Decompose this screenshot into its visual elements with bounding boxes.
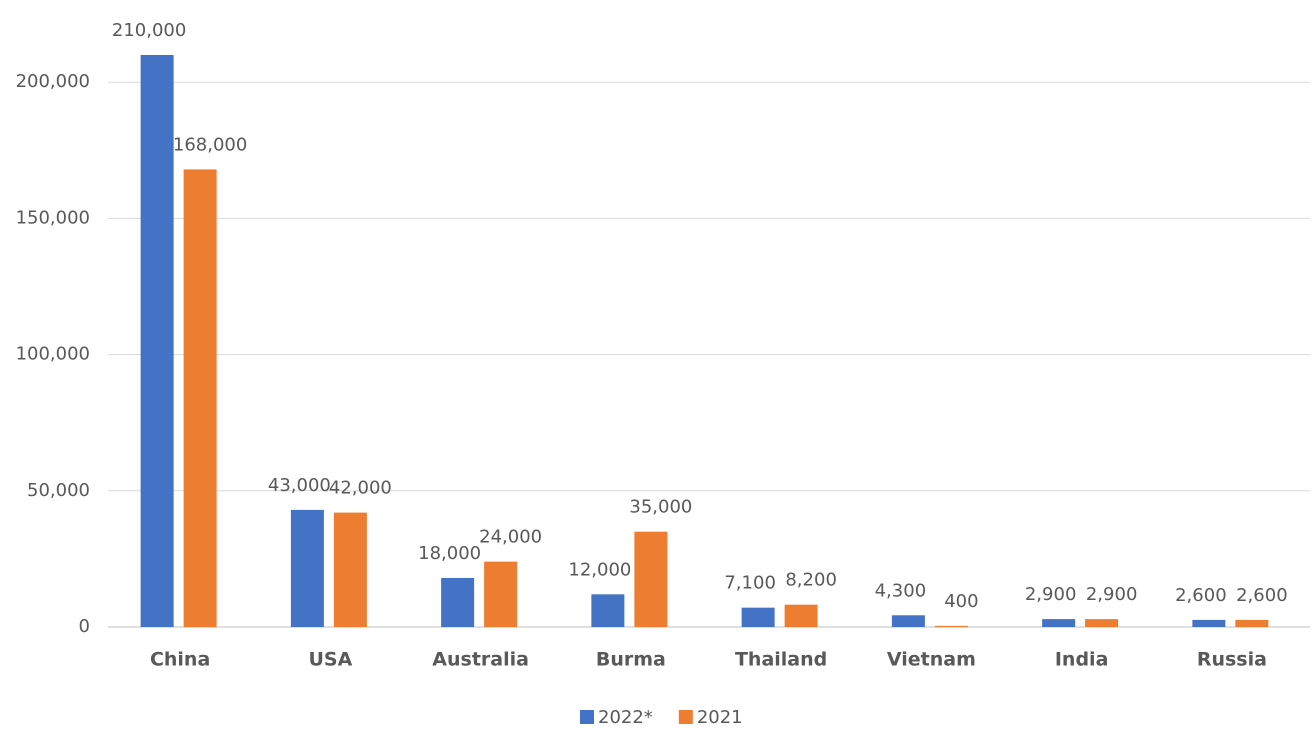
y-tick-label: 0	[79, 616, 90, 637]
value-label: 18,000	[418, 543, 481, 564]
bar	[1192, 619, 1226, 627]
legend-swatch	[580, 710, 594, 724]
legend-swatch	[678, 710, 693, 724]
y-tick-label: 100,000	[16, 344, 90, 365]
x-tick-label: Burma	[596, 649, 666, 671]
bar	[591, 594, 625, 627]
value-label: 168,000	[173, 134, 247, 155]
bar	[1235, 619, 1269, 627]
value-label: 42,000	[329, 478, 392, 499]
bar	[441, 577, 475, 627]
value-label: 2,600	[1236, 585, 1288, 606]
y-tick-label: 50,000	[27, 480, 90, 501]
bar	[891, 615, 925, 627]
x-tick-label: China	[150, 649, 210, 671]
x-tick-label: Vietnam	[887, 649, 976, 671]
value-label: 400	[944, 591, 978, 612]
bar	[484, 561, 518, 627]
bar	[183, 169, 217, 627]
value-label: 12,000	[568, 559, 631, 580]
bar	[934, 625, 968, 627]
x-tick-label: Thailand	[735, 649, 827, 671]
value-label: 43,000	[268, 475, 331, 496]
y-tick-label: 150,000	[16, 207, 90, 228]
x-tick-label: Russia	[1197, 649, 1267, 671]
value-label: 2,900	[1086, 584, 1138, 605]
value-label: 4,300	[875, 580, 927, 601]
value-label: 35,000	[629, 497, 692, 518]
legend-label: 2022*	[598, 707, 653, 728]
bar	[1042, 619, 1076, 627]
x-tick-label: Australia	[432, 649, 529, 671]
bar	[784, 604, 818, 627]
value-label: 24,000	[479, 527, 542, 548]
bar	[634, 531, 668, 627]
value-label: 2,600	[1175, 585, 1227, 606]
value-label: 2,900	[1025, 584, 1077, 605]
bar	[741, 607, 775, 627]
value-label: 210,000	[112, 20, 186, 41]
y-tick-label: 200,000	[16, 71, 90, 92]
bar	[140, 55, 174, 627]
value-label: 8,200	[785, 570, 837, 591]
value-label: 7,100	[724, 573, 776, 594]
legend-label: 2021	[697, 707, 743, 728]
bar	[333, 512, 367, 627]
x-tick-label: USA	[308, 649, 352, 671]
bar	[290, 509, 324, 627]
x-tick-label: India	[1055, 649, 1109, 671]
bar	[1085, 619, 1119, 627]
